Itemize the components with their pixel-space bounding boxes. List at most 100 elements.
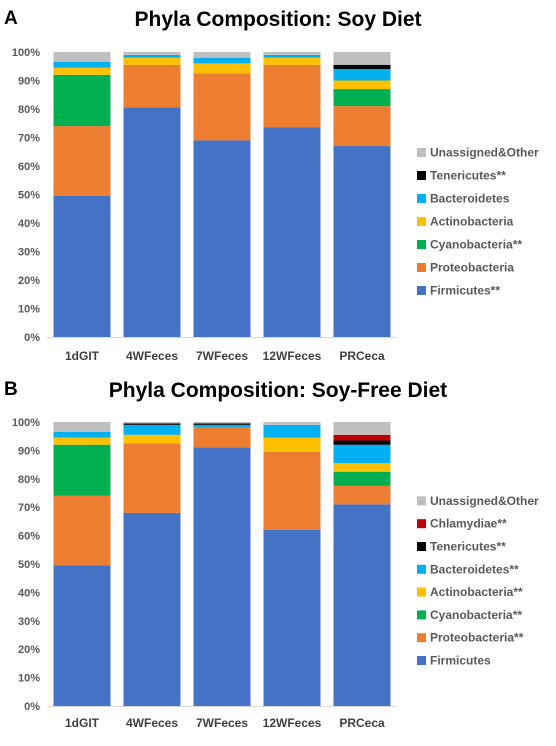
panel-b-bar-segment — [333, 434, 391, 441]
panel-b-legend-label: Bacteroidetes** — [430, 562, 519, 576]
panel-b-xtick-label: PRCeca — [339, 716, 385, 730]
panel-b-bar-segment — [333, 440, 391, 445]
panel-b-ytick-label: 50% — [18, 559, 40, 571]
panel-a-ytick-label: 80% — [18, 104, 40, 116]
panel-b-bar-segment — [123, 443, 181, 513]
panel-a-legend-swatch — [417, 240, 426, 249]
panel-b-bar-segment — [193, 423, 251, 425]
panel-b-bar-segment — [193, 447, 251, 706]
panel-a-bar-segment — [263, 54, 321, 58]
panel-a-bar-segment — [263, 127, 321, 338]
panel-b-xtick-label: 12WFeces — [263, 716, 322, 730]
panel-a-letter: A — [4, 8, 18, 29]
panel-b-legend-label: Unassigned&Other — [430, 494, 539, 508]
panel-a-ytick-label: 50% — [18, 190, 40, 202]
panel-b-bar-segment — [123, 434, 181, 444]
panel-a-bar-segment — [123, 64, 181, 108]
panel-a-ytick-label: 90% — [18, 76, 40, 88]
panel-a-xtick-label: 12WFeces — [263, 349, 322, 363]
panel-b-bar-segment — [263, 424, 321, 438]
panel-a-legend-label: Cyanobacteria** — [430, 238, 522, 252]
panel-a-ytick-label: 30% — [18, 247, 40, 259]
panel-b-bar-segment — [53, 431, 111, 438]
panel-b-legend-swatch — [417, 633, 426, 643]
panel-b-bar-segment — [193, 427, 251, 448]
panel-a-bar-segment — [333, 146, 391, 337]
panel-b-legend-swatch — [417, 496, 426, 506]
panel-a-legend-swatch — [417, 217, 426, 226]
panel-a: A Phyla Composition: Soy Diet 0% 10% 20% 30… — [4, 8, 539, 363]
panel-a-legend-label: Proteobacteria — [430, 261, 514, 275]
panel-b-bar-segment — [263, 529, 321, 706]
panel-a-bar-segment — [53, 67, 111, 75]
panel-b-bar-segment — [123, 424, 181, 435]
panel-b-ytick-label: 20% — [18, 644, 40, 656]
panel-b-bar-segment — [333, 471, 391, 486]
panel-b-xtick-label: 1dGIT — [65, 716, 100, 730]
panel-a-xtick-label: 1dGIT — [65, 349, 100, 363]
panel-b-bar-segment — [263, 437, 321, 452]
panel-a-bar-segment — [193, 57, 251, 64]
panel-b: B Phyla Composition: Soy-Free Diet 0% 10%… — [4, 379, 539, 730]
panel-b-ytick-label: 30% — [18, 616, 40, 628]
panel-b-bar-segment — [123, 422, 181, 424]
panel-a-bar-segment — [193, 63, 251, 74]
panel-b-legend-label: Firmicutes — [430, 654, 491, 668]
panel-a-ytick-label: 20% — [18, 275, 40, 287]
panel-b-legend-label: Chlamydiae** — [430, 517, 507, 531]
panel-a-ytick-label: 0% — [24, 332, 40, 344]
panel-b-bar-segment — [53, 437, 111, 445]
panel-b-bar-segment — [53, 422, 111, 432]
panel-b-bar-segment — [123, 512, 181, 706]
panel-a-bar-segment — [123, 107, 181, 337]
panel-a-bar-segment — [123, 54, 181, 58]
panel-b-legend-label: Proteobacteria** — [430, 631, 524, 645]
panel-a-bar-segment — [193, 52, 251, 58]
panel-a-legend-swatch — [417, 194, 426, 203]
panel-a-bar-segment — [193, 140, 251, 337]
panel-b-bar-segment — [333, 504, 391, 706]
panel-a-bar-segment — [333, 80, 391, 90]
panel-a-bar-segment — [263, 52, 321, 55]
panel-a-ytick-label: 10% — [18, 304, 40, 316]
panel-b-legend-label: Actinobacteria** — [430, 585, 523, 599]
panel-b-letter: B — [4, 379, 18, 400]
panel-b-ytick-label: 80% — [18, 474, 40, 486]
panel-b-legend-swatch — [417, 610, 426, 620]
panel-a-bar-segment — [333, 69, 391, 81]
panel-b-ytick-label: 70% — [18, 502, 40, 514]
panel-b-legend-swatch — [417, 656, 426, 665]
panel-a-legend-label: Tenericutes** — [430, 169, 506, 183]
panel-b-ytick-label: 10% — [18, 673, 40, 685]
panel-a-bar-segment — [53, 61, 111, 68]
panel-b-legend-swatch — [417, 564, 426, 574]
panel-b-bar-segment — [263, 451, 321, 530]
panel-a-bar-segment — [193, 73, 251, 141]
panel-b-xtick-label: 7WFeces — [196, 716, 248, 730]
panel-b-ytick-label: 0% — [24, 701, 40, 713]
panel-a-bar-segment — [123, 52, 181, 55]
panel-a-bar-segment — [333, 89, 391, 107]
panel-b-bar-segment — [53, 565, 111, 706]
panel-a-legend-swatch — [417, 148, 426, 157]
panel-a-bar-segment — [53, 74, 111, 127]
panel-b-bar-segment — [53, 495, 111, 566]
panel-a-xtick-label: PRCeca — [339, 349, 385, 363]
panel-b-ytick-label: 60% — [18, 531, 40, 543]
panel-a-ytick-label: 70% — [18, 133, 40, 145]
panel-a-ytick-label: 100% — [12, 47, 40, 59]
panel-a-legend-label: Actinobacteria — [430, 215, 514, 229]
panel-b-bar-segment — [193, 424, 251, 428]
panel-b-bar-segment — [53, 444, 111, 496]
panel-a-bar-segment — [333, 64, 391, 70]
panel-a-ytick-label: 40% — [18, 218, 40, 230]
panel-a-legend-label: Bacteroidetes — [430, 192, 510, 206]
panel-b-bar-segment — [333, 463, 391, 472]
panel-a-legend-swatch — [417, 171, 426, 180]
panel-b-ytick-label: 40% — [18, 587, 40, 599]
panel-b-ytick-label: 90% — [18, 445, 40, 457]
panel-a-bar-segment — [123, 57, 181, 65]
panel-a-legend-label: Firmicutes** — [430, 284, 500, 298]
